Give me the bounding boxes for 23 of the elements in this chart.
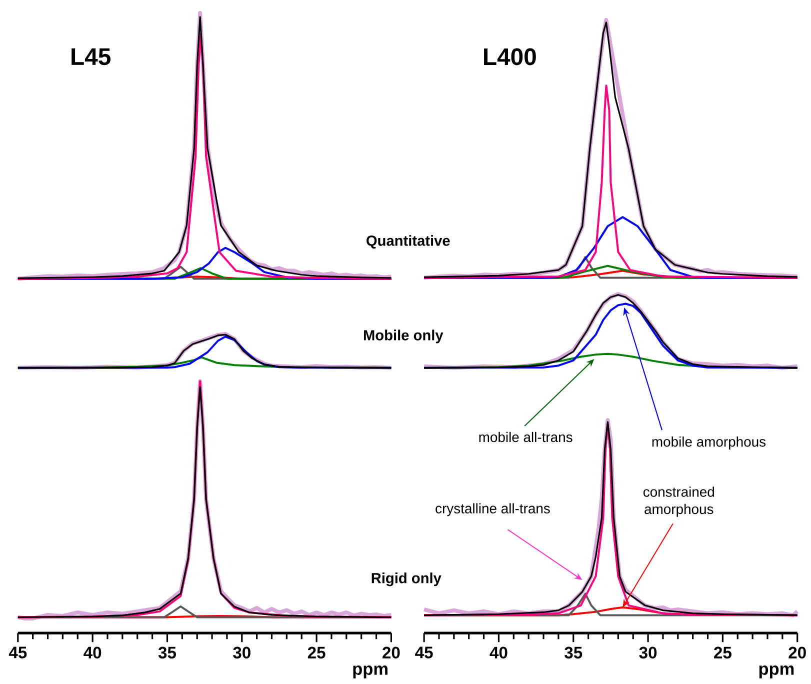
x-tick-label: 35 <box>158 646 176 659</box>
x-tick-label: 45 <box>8 646 27 658</box>
x-tick-label: 25 <box>308 646 326 659</box>
x-tick-label: 30 <box>233 646 250 659</box>
x-tick-label: 35 <box>564 646 582 659</box>
x-tick-label: 20 <box>788 646 806 659</box>
annotation: mobile amorphous <box>652 436 766 450</box>
annotation: mobile all-trans <box>479 432 572 442</box>
x-tick-label: 40 <box>490 646 508 659</box>
annotation: crystalline all-trans <box>436 503 550 516</box>
annotation: Quantitative <box>366 235 450 249</box>
x-tick-label: 30 <box>639 646 657 659</box>
text: L400 <box>484 48 536 66</box>
x-tick-label: 45 <box>415 646 433 658</box>
x-axis-title: ppm <box>759 666 794 678</box>
x-tick-label: 25 <box>714 646 732 659</box>
x-axis-title: ppm <box>353 666 388 678</box>
annotation: constrained amorphous <box>643 486 714 517</box>
annotation: Rigid only <box>372 572 442 586</box>
annotation: Mobile only <box>364 330 444 344</box>
text: L45 <box>72 48 111 66</box>
x-tick-label: 40 <box>84 646 102 659</box>
x-tick-label: 20 <box>382 646 400 659</box>
